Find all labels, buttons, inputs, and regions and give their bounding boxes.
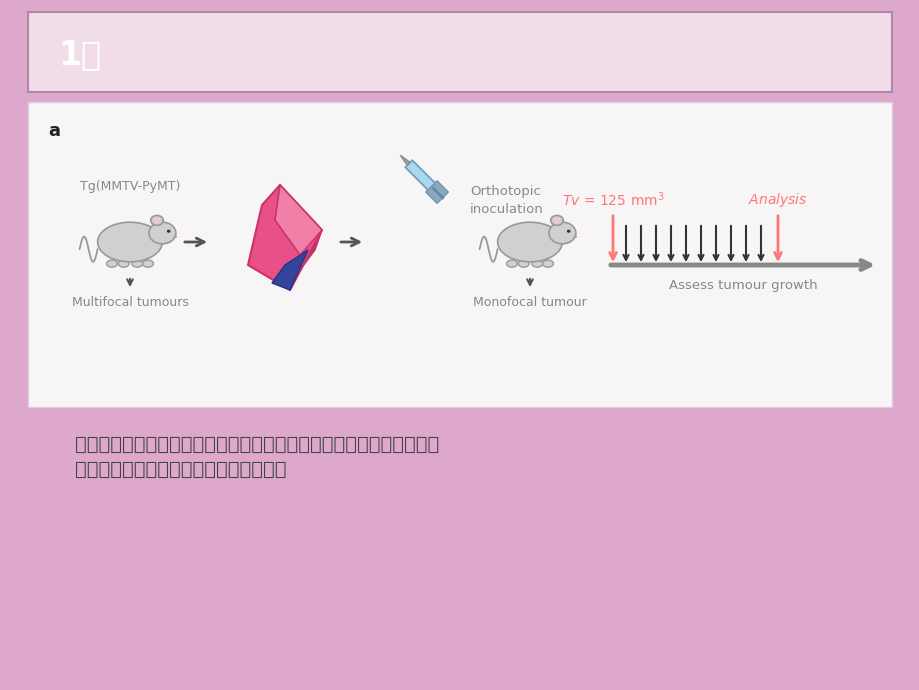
Ellipse shape (553, 218, 560, 223)
Ellipse shape (119, 260, 129, 267)
FancyBboxPatch shape (28, 102, 891, 407)
Ellipse shape (542, 260, 553, 267)
Ellipse shape (153, 218, 161, 223)
Ellipse shape (97, 222, 163, 262)
Ellipse shape (517, 260, 528, 267)
Ellipse shape (166, 230, 170, 233)
Text: 1、: 1、 (58, 39, 101, 72)
Text: $\it{Analysis}$: $\it{Analysis}$ (747, 191, 807, 209)
Text: a: a (48, 122, 60, 140)
Ellipse shape (531, 260, 542, 267)
Polygon shape (272, 250, 308, 290)
Text: 肿瘤细胞提取液注射到另一同类小鼠体内: 肿瘤细胞提取液注射到另一同类小鼠体内 (75, 460, 286, 479)
Text: $\it{Tv}$ = 125 mm$^3$: $\it{Tv}$ = 125 mm$^3$ (562, 190, 664, 209)
Text: Assess tumour growth: Assess tumour growth (668, 279, 816, 292)
Text: Tg(MMTV-PyMT): Tg(MMTV-PyMT) (80, 180, 180, 193)
Polygon shape (425, 181, 448, 204)
Ellipse shape (131, 260, 142, 267)
Text: Monofocal tumour: Monofocal tumour (472, 296, 586, 309)
Ellipse shape (549, 222, 575, 244)
FancyBboxPatch shape (28, 12, 891, 92)
Ellipse shape (151, 215, 164, 226)
Ellipse shape (175, 236, 177, 237)
Ellipse shape (497, 222, 562, 262)
Polygon shape (289, 230, 322, 290)
Ellipse shape (566, 230, 570, 233)
Polygon shape (248, 185, 322, 290)
Ellipse shape (506, 260, 516, 267)
Text: 多病灶的肿瘤细胞不易跟踪察看，所以运用原位移植的方法把多病灶的: 多病灶的肿瘤细胞不易跟踪察看，所以运用原位移植的方法把多病灶的 (75, 435, 438, 454)
Ellipse shape (550, 215, 562, 226)
Polygon shape (400, 155, 410, 165)
Polygon shape (275, 185, 322, 255)
Ellipse shape (574, 236, 576, 237)
Ellipse shape (149, 222, 176, 244)
Polygon shape (404, 160, 437, 192)
Text: Multifocal tumours: Multifocal tumours (72, 296, 188, 309)
Ellipse shape (142, 260, 153, 267)
Text: Orthotopic
inoculation: Orthotopic inoculation (470, 185, 543, 216)
Ellipse shape (107, 260, 118, 267)
